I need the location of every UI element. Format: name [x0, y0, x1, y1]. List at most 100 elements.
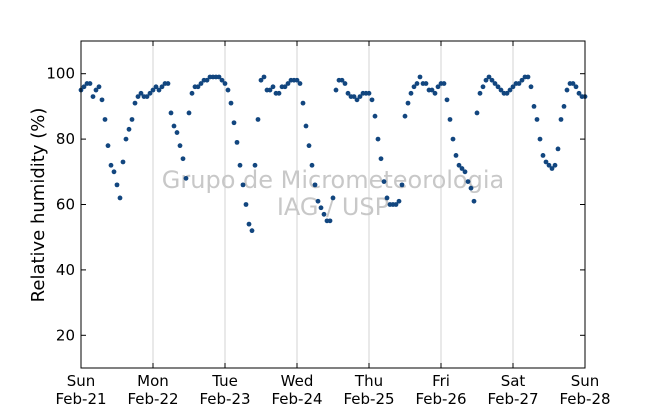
data-point — [99, 97, 105, 103]
data-point — [246, 221, 252, 227]
data-point — [369, 97, 375, 103]
data-point — [126, 126, 132, 132]
data-point — [537, 136, 543, 142]
data-point — [468, 185, 474, 191]
data-point — [432, 90, 438, 96]
data-point — [222, 81, 228, 86]
data-point — [465, 179, 471, 185]
data-point — [450, 136, 456, 142]
data-point — [204, 77, 210, 83]
data-point — [129, 117, 135, 122]
x-tick-day: Fri — [432, 372, 450, 390]
data-point — [231, 120, 237, 126]
data-point — [333, 87, 339, 93]
data-point — [105, 143, 111, 149]
data-point — [267, 87, 273, 93]
data-point — [168, 110, 174, 116]
data-point — [114, 182, 120, 188]
data-point — [228, 100, 234, 106]
data-point — [561, 104, 567, 109]
x-axis-ticks: SunFeb-21MonFeb-22TueFeb-23WedFeb-24ThuF… — [55, 41, 611, 408]
data-point — [495, 84, 501, 90]
data-point — [183, 175, 189, 181]
data-point — [219, 77, 225, 83]
data-point — [90, 94, 96, 99]
data-point — [135, 94, 141, 99]
data-point — [486, 74, 492, 80]
data-point — [180, 156, 186, 162]
data-point — [396, 198, 402, 204]
x-tick-date: Feb-21 — [55, 390, 106, 408]
data-point — [321, 211, 327, 217]
data-point — [147, 90, 153, 96]
data-point — [462, 169, 468, 175]
data-point — [504, 90, 510, 96]
data-point — [243, 202, 249, 207]
data-point — [261, 74, 267, 80]
data-point — [417, 74, 423, 80]
data-point — [117, 195, 123, 201]
x-tick-day: Wed — [281, 372, 314, 390]
y-axis-title: Relative humidity (%) — [28, 108, 49, 303]
y-tick-label: 100 — [46, 65, 75, 83]
data-point — [498, 87, 504, 93]
data-point — [525, 74, 531, 80]
data-points — [78, 74, 588, 234]
data-point — [345, 90, 351, 96]
x-tick-date: Feb-25 — [343, 390, 394, 408]
data-point — [507, 87, 513, 93]
data-point — [570, 81, 576, 86]
data-point — [453, 153, 459, 158]
data-point — [132, 100, 138, 106]
data-point — [489, 77, 495, 83]
data-point — [234, 139, 240, 145]
data-point — [483, 77, 489, 83]
data-point — [459, 166, 465, 171]
data-point — [492, 81, 498, 86]
data-point — [576, 90, 582, 96]
y-tick-label: 60 — [56, 196, 75, 214]
data-point — [186, 110, 192, 116]
data-point — [366, 90, 372, 96]
data-point — [81, 84, 87, 90]
data-point — [120, 159, 126, 165]
data-point — [153, 84, 159, 90]
data-point — [543, 159, 549, 165]
data-point — [555, 146, 561, 152]
data-point — [444, 97, 450, 103]
data-point — [309, 162, 315, 168]
x-tick-day: Mon — [137, 372, 169, 390]
y-tick-label: 20 — [56, 326, 75, 344]
x-tick-date: Feb-27 — [487, 390, 538, 408]
data-point — [111, 169, 117, 175]
data-point — [156, 87, 162, 93]
data-point — [195, 84, 201, 90]
data-point — [339, 77, 345, 83]
data-point — [528, 84, 534, 90]
data-point — [546, 162, 552, 168]
data-point — [516, 81, 522, 86]
data-point — [393, 202, 399, 207]
data-point — [150, 87, 156, 93]
x-tick-date: Feb-23 — [199, 390, 250, 408]
data-point — [294, 77, 300, 83]
y-tick-label: 40 — [56, 261, 75, 279]
data-point — [357, 94, 363, 99]
data-point — [351, 94, 357, 99]
data-point — [456, 162, 462, 168]
data-point — [177, 143, 183, 149]
data-point — [171, 123, 177, 129]
data-point — [123, 136, 129, 142]
data-point — [408, 90, 414, 96]
data-point — [381, 179, 387, 185]
data-point — [252, 162, 258, 168]
data-point — [87, 81, 93, 86]
data-point — [441, 81, 447, 86]
data-point — [342, 81, 348, 86]
data-point — [552, 162, 558, 168]
x-tick-date: Feb-24 — [271, 390, 322, 408]
data-point — [531, 104, 537, 109]
data-point — [282, 84, 288, 90]
x-tick-day: Sun — [571, 372, 600, 390]
data-point — [549, 166, 555, 171]
